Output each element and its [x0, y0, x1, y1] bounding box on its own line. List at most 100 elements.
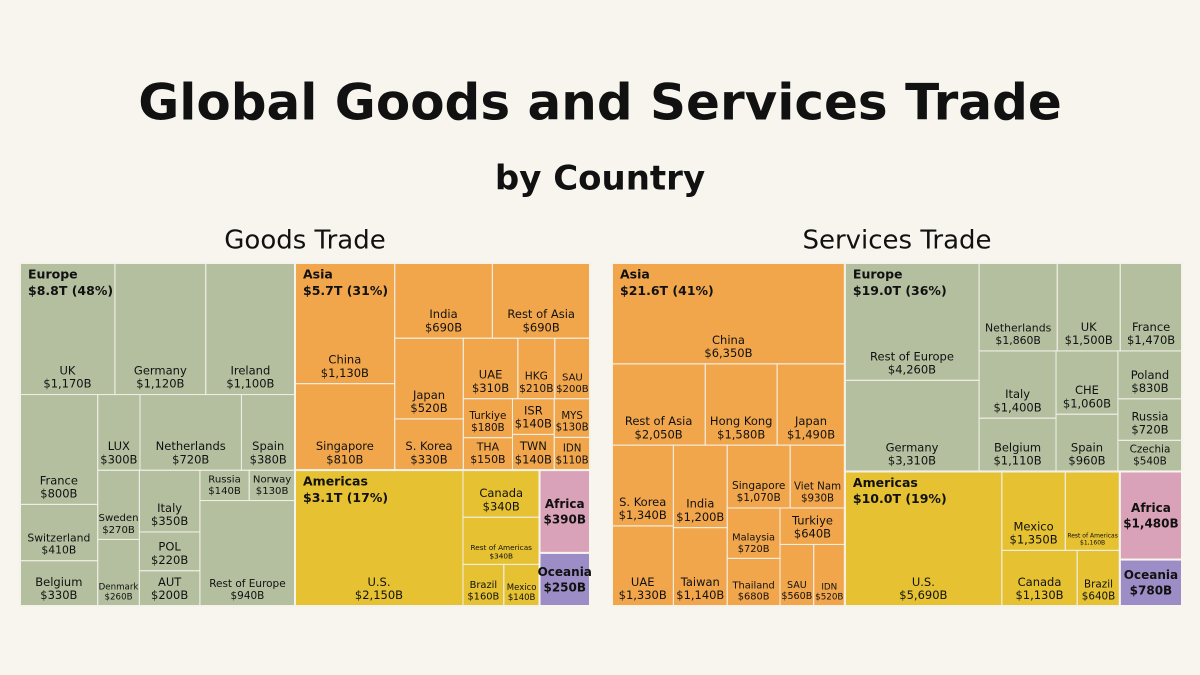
group-area: [294, 469, 541, 608]
country-name: Belgium: [994, 440, 1041, 454]
country-name: LUX: [108, 439, 130, 453]
country-value: $680B: [738, 592, 770, 603]
country-value: $380B: [250, 452, 287, 466]
country-value: $1,350B: [1010, 533, 1058, 547]
country-name: China: [328, 353, 361, 367]
country-value: $1,160B: [1080, 540, 1105, 547]
country-value: $4,260B: [888, 362, 936, 376]
region-total: $10.0T (19%): [853, 491, 947, 506]
region-name: Americas: [303, 474, 368, 489]
country-name: Mexico: [1013, 519, 1053, 533]
region-name: Asia: [303, 267, 333, 282]
group-area: [1118, 558, 1184, 607]
country-value: $690B: [425, 320, 462, 334]
country-value: $350B: [151, 514, 188, 528]
country-name: Mexico: [507, 583, 537, 593]
chart-title: Goods Trade: [224, 226, 385, 256]
country-value: $310B: [472, 381, 509, 395]
region-name: Americas: [853, 475, 918, 490]
country-name: Czechia: [1130, 444, 1171, 456]
group-area: [19, 262, 296, 607]
country-name: Switzerland: [27, 531, 90, 544]
country-name: Viet Nam: [794, 482, 841, 493]
country-value: $1,340B: [619, 508, 667, 522]
country-value: $6,350B: [704, 346, 752, 360]
country-name: Belgium: [35, 575, 82, 589]
region-total: $390B: [543, 512, 586, 526]
country-name: U.S.: [367, 575, 390, 589]
country-value: $690B: [523, 320, 560, 334]
country-name: France: [1132, 320, 1170, 334]
country-name: POL: [158, 540, 181, 554]
country-name: UK: [1081, 320, 1097, 334]
country-name: Ireland: [230, 363, 270, 377]
title: Global Goods and Services Trade: [138, 74, 1062, 132]
country-value: $160B: [467, 592, 499, 603]
country-value: $340B: [483, 499, 520, 513]
country-value: $520B: [410, 401, 447, 415]
region-name: Asia: [620, 267, 650, 282]
country-value: $1,060B: [1063, 396, 1111, 410]
country-name: HKG: [525, 370, 548, 383]
country-name: Rest of Europe: [870, 349, 954, 363]
country-value: $520B: [815, 593, 843, 603]
country-name: Russia: [208, 474, 241, 485]
country-value: $1,470B: [1127, 333, 1175, 347]
country-value: $140B: [208, 486, 241, 497]
country-name: IDN: [563, 443, 582, 455]
country-name: India: [686, 497, 714, 511]
country-value: $1,400B: [993, 400, 1041, 414]
country-name: Brazil: [470, 580, 498, 591]
country-name: Singapore: [732, 480, 785, 492]
group-area: [611, 262, 846, 607]
country-name: Italy: [1005, 387, 1030, 401]
country-value: $220B: [151, 553, 188, 567]
country-value: $940B: [231, 590, 265, 602]
region-total: $21.6T (41%): [620, 283, 714, 298]
country-value: $180B: [471, 422, 505, 434]
country-name: SAU: [787, 580, 807, 591]
country-name: Spain: [1071, 440, 1103, 454]
country-name: Brazil: [1084, 578, 1113, 590]
country-name: Taiwan: [680, 575, 720, 589]
subtitle: by Country: [495, 159, 705, 199]
country-name: Malaysia: [732, 533, 775, 544]
country-value: $150B: [470, 453, 505, 466]
country-value: $640B: [794, 527, 831, 541]
group-area: [538, 551, 592, 608]
country-name: UAE: [479, 368, 503, 382]
country-name: IDN: [821, 583, 837, 593]
country-value: $930B: [801, 493, 834, 504]
country-value: $2,150B: [355, 588, 403, 602]
country-value: $720B: [172, 452, 209, 466]
country-value: $1,200B: [676, 510, 724, 524]
country-value: $130B: [256, 486, 289, 497]
country-name: Rest of Americas: [471, 543, 533, 552]
group-area: [538, 469, 592, 554]
country-value: $140B: [515, 452, 552, 466]
country-name: UK: [59, 363, 75, 377]
region-name: Oceania: [538, 565, 592, 579]
country-name: Rest of Europe: [209, 578, 285, 590]
country-value: $1,170B: [43, 377, 91, 391]
country-value: $340B: [489, 551, 513, 560]
country-value: $1,100B: [226, 377, 274, 391]
country-name: THA: [476, 441, 500, 454]
country-value: $210B: [519, 382, 553, 395]
country-value: $1,860B: [995, 334, 1040, 347]
country-value: $140B: [515, 417, 552, 431]
country-name: Rest of Americas: [1067, 533, 1118, 540]
country-value: $130B: [556, 422, 589, 434]
country-value: $720B: [738, 544, 770, 555]
country-value: $960B: [1068, 454, 1105, 468]
country-value: $640B: [1082, 590, 1116, 602]
country-value: $140B: [508, 593, 536, 603]
country-value: $200B: [151, 588, 188, 602]
region-name: Africa: [545, 497, 585, 511]
country-name: Netherlands: [985, 321, 1052, 334]
country-name: S. Korea: [405, 439, 452, 453]
country-name: India: [429, 307, 457, 321]
country-value: $810B: [326, 452, 363, 466]
country-value: $800B: [40, 487, 77, 501]
